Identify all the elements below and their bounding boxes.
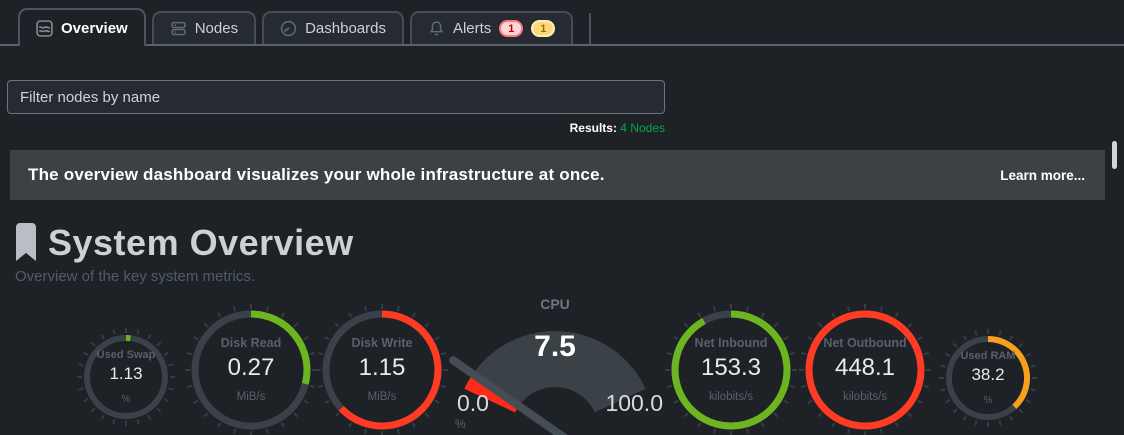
nodes-icon <box>170 20 187 37</box>
alerts-critical-badge[interactable]: 1 <box>499 20 524 37</box>
tab-nodes-label: Nodes <box>194 20 239 37</box>
gauge-min-label: 0.0 <box>457 390 489 416</box>
gauge-title: Used RAM <box>960 350 1016 362</box>
gauge-net-outbound[interactable]: Net Outbound 448.1 kilobits/s <box>790 295 940 435</box>
gauge-title: Disk Write <box>351 336 413 350</box>
gauge-value: 0.27 <box>227 354 275 381</box>
gauge-cpu[interactable]: CPU 7.5 0.0 100.0 % <box>445 296 665 435</box>
gauge-unit: % <box>983 395 993 406</box>
gauge-title: Net Inbound <box>694 336 768 350</box>
gauge-icon <box>280 20 297 37</box>
cpu-dial-svg <box>449 331 646 435</box>
gauge-value: 448.1 <box>834 354 896 381</box>
section-subtitle: Overview of the key system metrics. <box>15 268 256 285</box>
bookmark-icon[interactable] <box>14 223 38 268</box>
tab-alerts[interactable]: Alerts 1 1 <box>409 11 574 44</box>
tabs-divider <box>589 13 592 44</box>
results-count: Results: 4 Nodes <box>7 121 665 135</box>
info-banner: The overview dashboard visualizes your w… <box>10 150 1105 200</box>
alerts-warning-badge[interactable]: 1 <box>531 20 556 37</box>
results-value: 4 Nodes <box>620 121 665 135</box>
tab-overview-label: Overview <box>61 19 128 37</box>
tab-dashboards[interactable]: Dashboards <box>262 11 404 44</box>
results-label: Results: <box>569 121 617 135</box>
gauge-value: 38.2 <box>971 365 1005 384</box>
learn-more-link[interactable]: Learn more... <box>1000 167 1085 183</box>
gauge-used-swap[interactable]: Used Swap 1.13 % <box>66 317 186 435</box>
gauge-max-label: 100.0 <box>605 390 663 416</box>
filter-nodes-input[interactable] <box>7 80 665 114</box>
tabs-bar: Overview Nodes <box>0 0 1124 46</box>
tabs-row: Overview Nodes <box>18 0 592 46</box>
gauge-unit: % <box>455 417 466 431</box>
gauge-disk-write[interactable]: Disk Write 1.15 MiB/s <box>307 295 457 435</box>
vertical-scrollbar-thumb[interactable] <box>1112 141 1117 169</box>
gauge-value: 7.5 <box>534 330 576 363</box>
gauge-value: 1.13 <box>109 364 143 383</box>
gauge-unit: MiB/s <box>367 391 397 403</box>
gauge-value: 153.3 <box>700 354 762 381</box>
gauge-used-ram[interactable]: Used RAM 38.2 % <box>928 318 1048 435</box>
gauge-value: 1.15 <box>358 354 406 381</box>
gauge-title: Disk Read <box>220 336 282 350</box>
section-title: System Overview <box>48 222 354 263</box>
gauge-title: Net Outbound <box>823 336 907 350</box>
gauge-net-inbound[interactable]: Net Inbound 153.3 kilobits/s <box>656 295 806 435</box>
area-chart-icon <box>36 19 53 37</box>
gauge-unit: % <box>121 394 131 405</box>
tab-overview[interactable]: Overview <box>18 8 146 46</box>
gauge-unit: MiB/s <box>236 391 266 403</box>
gauge-unit: kilobits/s <box>708 391 754 403</box>
gauge-title: CPU <box>540 296 570 312</box>
banner-message: The overview dashboard visualizes your w… <box>28 165 605 184</box>
tab-alerts-label: Alerts <box>452 20 492 37</box>
tab-nodes[interactable]: Nodes <box>151 11 257 44</box>
tab-dashboards-label: Dashboards <box>305 20 386 37</box>
gauge-title: Used Swap <box>96 349 156 361</box>
gauge-unit: kilobits/s <box>842 391 888 403</box>
tabs-bottom-border <box>0 44 1124 46</box>
bell-icon <box>428 20 445 37</box>
gauge-disk-read[interactable]: Disk Read 0.27 MiB/s <box>176 295 326 435</box>
